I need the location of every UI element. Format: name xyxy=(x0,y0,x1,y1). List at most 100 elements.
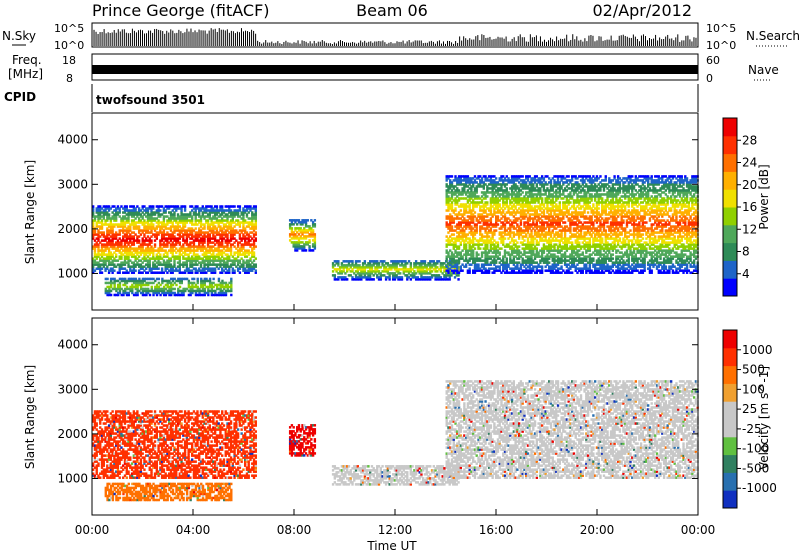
echo-cell xyxy=(166,259,169,262)
echo-cell xyxy=(125,233,128,236)
echo-cell xyxy=(129,229,132,232)
echo-cell xyxy=(92,259,95,262)
echo-cell xyxy=(498,203,501,206)
echo-cell xyxy=(166,223,169,226)
echo-cell xyxy=(93,217,97,220)
echo-cell xyxy=(173,249,176,252)
echo-cell xyxy=(93,243,97,246)
echo-cell xyxy=(198,261,201,264)
echo-cell xyxy=(150,221,153,224)
echo-cell xyxy=(141,231,144,234)
echo-cell xyxy=(132,255,136,258)
echo-cell xyxy=(141,223,144,226)
echo-cell xyxy=(192,213,196,216)
echo-cell xyxy=(150,219,153,222)
echo-cell xyxy=(192,229,196,232)
echo-cell xyxy=(113,225,116,228)
echo-cell xyxy=(102,233,105,236)
echo-cell xyxy=(145,249,148,252)
echo-cell xyxy=(139,221,143,224)
echo-cell xyxy=(160,269,164,272)
echo-cell xyxy=(118,243,121,246)
echo-cell xyxy=(175,247,178,250)
echo-cell xyxy=(129,239,132,242)
echo-cell xyxy=(99,269,102,272)
echo-cell xyxy=(114,213,118,216)
echo-cell xyxy=(199,239,203,242)
echo-cell xyxy=(152,211,155,214)
echo-cell xyxy=(111,243,114,246)
echo-cell xyxy=(185,263,189,266)
echo-cell xyxy=(185,253,189,256)
echo-cell xyxy=(102,245,105,248)
echo-cell xyxy=(194,221,197,224)
echo-cell xyxy=(162,241,166,244)
echo-cell xyxy=(175,255,178,258)
echo-cell xyxy=(199,261,203,264)
echo-cell xyxy=(148,293,152,297)
echo-cell xyxy=(159,227,162,230)
echo-cell xyxy=(194,217,197,220)
echo-cell xyxy=(169,233,173,236)
echo-cell xyxy=(129,267,132,270)
echo-cell xyxy=(148,223,151,226)
echo-cell xyxy=(137,245,141,248)
echo-cell xyxy=(129,233,132,236)
echo-cell xyxy=(104,211,107,214)
echo-cell xyxy=(192,251,196,254)
echo-cell xyxy=(185,249,189,252)
echo-cell xyxy=(139,245,143,248)
echo-cell xyxy=(153,265,157,268)
echo-cell xyxy=(173,231,176,234)
echo-cell xyxy=(114,249,118,252)
echo-cell xyxy=(132,209,136,212)
echo-cell xyxy=(122,271,125,274)
echo-cell xyxy=(159,255,162,258)
echo-cell xyxy=(173,215,176,218)
echo-cell xyxy=(127,231,130,234)
echo-cell xyxy=(173,219,176,222)
echo-cell xyxy=(125,205,128,208)
echo-cell xyxy=(114,255,118,258)
echo-cell xyxy=(109,217,113,220)
echo-cell xyxy=(194,215,197,218)
echo-cell xyxy=(123,215,127,218)
echo-cell xyxy=(129,249,132,252)
echo-cell xyxy=(171,213,174,216)
echo-cell xyxy=(97,209,100,212)
echo-cell xyxy=(183,249,187,252)
echo-cell xyxy=(122,219,125,222)
echo-cell xyxy=(155,231,158,234)
echo-cell xyxy=(134,263,137,266)
echo-cell xyxy=(113,269,116,272)
echo-cell xyxy=(114,241,118,244)
echo-cell xyxy=(92,247,95,250)
echo-cell xyxy=(168,219,171,222)
echo-cell xyxy=(134,209,137,212)
echo-cell xyxy=(175,207,178,210)
echo-cell xyxy=(111,229,114,232)
echo-cell xyxy=(159,261,162,264)
echo-cell xyxy=(198,209,201,212)
echo-cell xyxy=(183,207,187,210)
echo-cell xyxy=(189,245,192,248)
echo-cell xyxy=(173,217,176,220)
echo-cell xyxy=(166,239,169,242)
echo-cell xyxy=(148,231,151,234)
echo-cell xyxy=(127,213,130,216)
echo-cell xyxy=(107,255,111,258)
echo-cell xyxy=(185,235,189,238)
echo-cell xyxy=(107,209,111,212)
echo-cell xyxy=(178,243,181,246)
freq-right-tick-top: 60 xyxy=(706,54,720,67)
echo-cell xyxy=(148,225,151,228)
echo-cell xyxy=(100,207,104,210)
echo-cell xyxy=(134,227,137,230)
echo-cell xyxy=(194,257,197,260)
echo-cell xyxy=(92,233,95,236)
echo-cell xyxy=(127,215,130,218)
echo-cell xyxy=(187,229,190,232)
echo-cell xyxy=(146,255,150,258)
echo-cell xyxy=(92,265,95,268)
echo-cell xyxy=(189,259,192,262)
